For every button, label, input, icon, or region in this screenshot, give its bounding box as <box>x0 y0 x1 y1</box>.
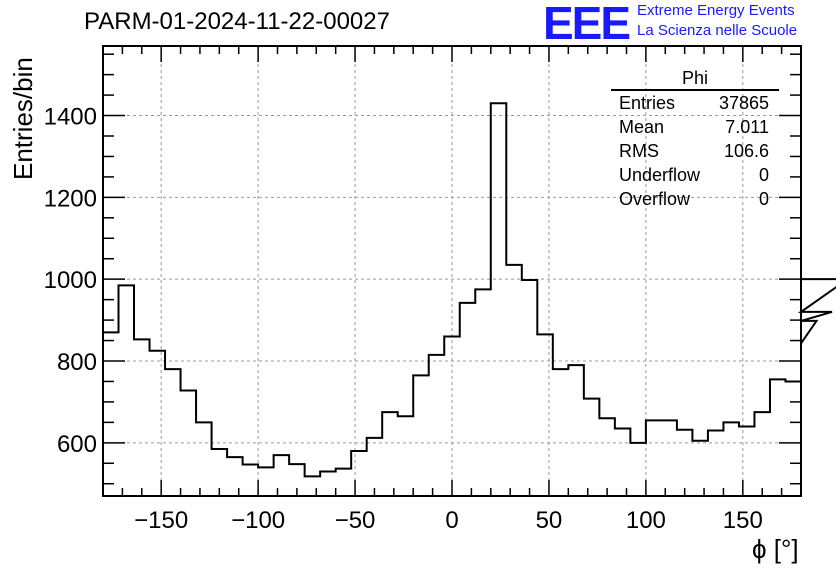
x-axis-label: ϕ [°] <box>752 534 799 564</box>
axis-ticks <box>103 46 801 496</box>
stats-title: Phi <box>611 68 779 91</box>
logo-line-1: Extreme Energy Events <box>637 2 795 19</box>
stats-value: 37865 <box>718 93 769 113</box>
x-tick-label: −50 <box>335 507 376 534</box>
stats-label: RMS <box>619 141 659 161</box>
y-tick-label: 800 <box>57 349 97 376</box>
stats-value: 0 <box>758 165 769 185</box>
stats-row-rms: RMS 106.6 <box>611 139 779 163</box>
tick-labels: −150 −100 −50 0 50 100 150 600 800 1000 1200 1400 <box>44 104 763 534</box>
histogram-line <box>103 102 836 478</box>
stats-row-overflow: Overflow 0 <box>611 187 779 211</box>
x-tick-label: −150 <box>134 507 188 534</box>
logo-line-2: La Scienza nelle Scuole <box>637 22 798 39</box>
x-tick-label: 150 <box>723 507 763 534</box>
stats-value: 0 <box>758 189 769 209</box>
grid <box>103 46 801 496</box>
stats-label: Underflow <box>619 165 701 185</box>
y-tick-label: 1200 <box>44 185 97 212</box>
x-tick-label: 0 <box>445 507 458 534</box>
stats-label: Mean <box>619 117 665 137</box>
stats-box: Phi Entries 37865 Mean 7.011 RMS 106.6 U… <box>611 68 779 211</box>
stats-label: Entries <box>619 93 676 113</box>
stats-value: 7.011 <box>725 117 769 137</box>
plot-frame <box>102 45 802 497</box>
stats-row-mean: Mean 7.011 <box>611 115 779 139</box>
y-tick-label: 600 <box>57 431 97 458</box>
y-axis-label: Entries/bin <box>8 57 38 180</box>
y-tick-label: 1400 <box>44 104 97 131</box>
x-tick-label: 100 <box>626 507 666 534</box>
eee-logo: EEE <box>543 0 631 49</box>
plot-title: PARM-01-2024-11-22-00027 <box>84 8 390 35</box>
x-tick-label: −100 <box>231 507 285 534</box>
y-tick-label: 1000 <box>44 267 97 294</box>
stats-row-underflow: Underflow 0 <box>611 163 779 187</box>
stats-value: 106.6 <box>723 141 769 161</box>
stats-row-entries: Entries 37865 <box>611 91 779 115</box>
stats-label: Overflow <box>619 189 691 209</box>
x-tick-label: 50 <box>536 507 563 534</box>
